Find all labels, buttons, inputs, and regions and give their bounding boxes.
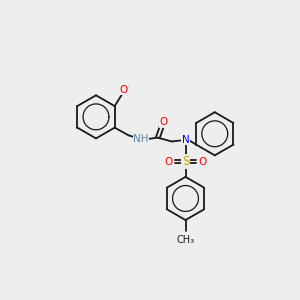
Text: NH: NH xyxy=(133,134,148,144)
Text: S: S xyxy=(182,155,189,168)
Text: O: O xyxy=(164,157,173,166)
Text: CH₃: CH₃ xyxy=(176,235,195,245)
Text: O: O xyxy=(198,157,207,166)
Text: N: N xyxy=(182,135,189,145)
Text: O: O xyxy=(160,117,168,127)
Text: O: O xyxy=(120,85,128,95)
